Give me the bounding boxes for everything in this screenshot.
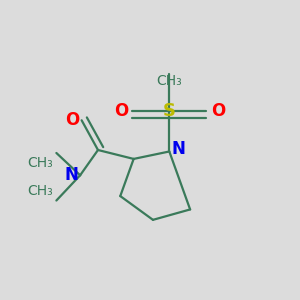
Text: N: N [64, 166, 78, 184]
Text: O: O [66, 111, 80, 129]
Text: CH₃: CH₃ [28, 184, 53, 198]
Text: O: O [211, 102, 225, 120]
Text: O: O [114, 102, 128, 120]
Text: CH₃: CH₃ [28, 156, 53, 170]
Text: N: N [171, 140, 185, 158]
Text: S: S [163, 102, 176, 120]
Text: CH₃: CH₃ [156, 74, 182, 88]
